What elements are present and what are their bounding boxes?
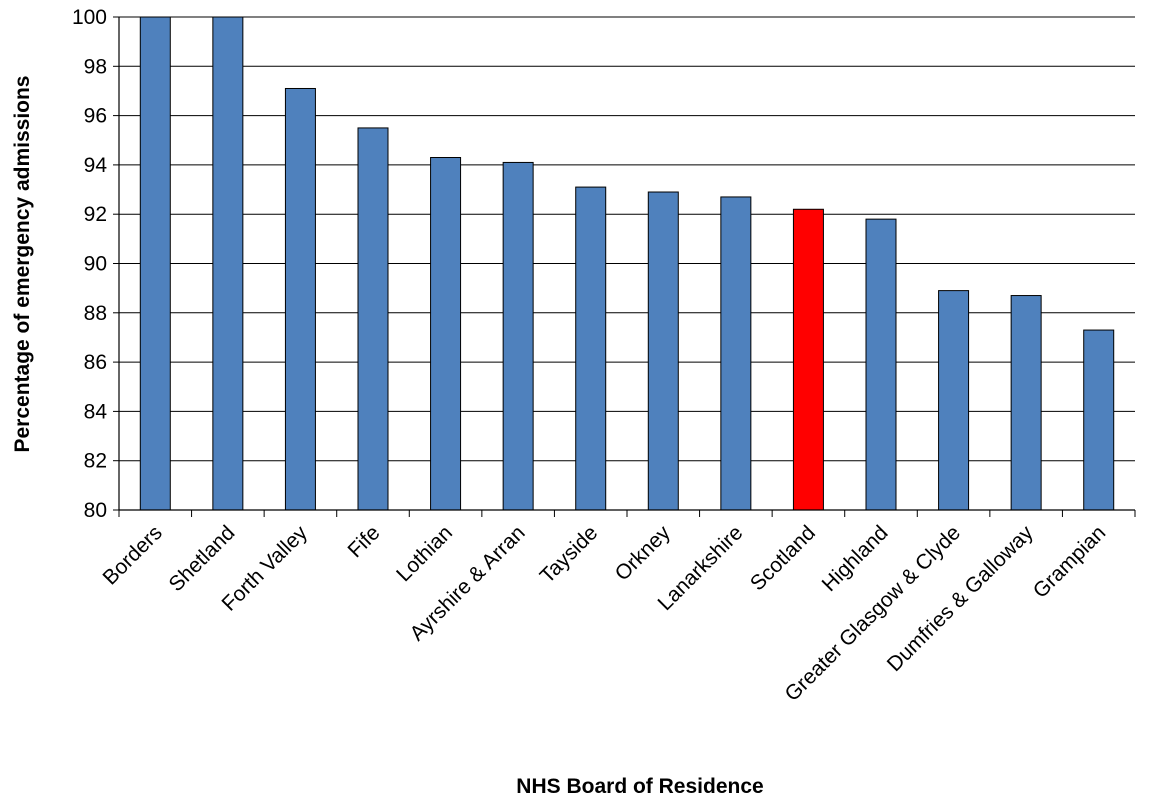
- bar: [575, 186, 607, 511]
- bar: [284, 87, 316, 511]
- bar: [720, 196, 752, 511]
- bar: [792, 208, 824, 511]
- bar: [865, 218, 897, 511]
- y-tick-label: 80: [84, 499, 107, 522]
- bar: [938, 290, 970, 511]
- axes: [118, 17, 1136, 517]
- y-tick-label: 88: [84, 302, 107, 325]
- x-category-label: Dumfries & Galloway: [883, 521, 1038, 676]
- bar: [357, 127, 389, 511]
- bar: [212, 16, 244, 511]
- x-category-label: Fife: [344, 521, 385, 562]
- x-category-label: Tayside: [536, 521, 603, 588]
- x-category-label: Lothian: [392, 521, 457, 586]
- y-tick-label: 96: [84, 105, 107, 128]
- bar: [647, 191, 679, 511]
- y-tick-label: 98: [84, 55, 107, 78]
- x-axis-title: NHS Board of Residence: [516, 775, 763, 798]
- x-category-label: Shetland: [165, 521, 240, 596]
- x-category-label: Borders: [99, 521, 167, 589]
- y-tick-label: 86: [84, 351, 107, 374]
- bar: [430, 157, 462, 511]
- bars: [139, 16, 1115, 511]
- y-tick-label: 84: [84, 400, 108, 423]
- x-category-label: Scotland: [746, 521, 820, 595]
- y-tick-label: 94: [84, 154, 108, 177]
- y-tick-label: 100: [72, 6, 107, 29]
- y-axis-title: Percentage of emergency admissions: [11, 76, 34, 453]
- bar: [139, 16, 171, 511]
- x-category-label: Highland: [818, 521, 893, 596]
- gridlines: [113, 16, 1135, 511]
- bar: [1010, 295, 1042, 511]
- x-category-label: Grampian: [1029, 521, 1110, 602]
- y-tick-label: 90: [84, 253, 107, 276]
- x-category-label: Orkney: [611, 521, 675, 585]
- y-tick-labels: 80 82 84 86 88 90 92 94 96 98 100: [72, 6, 107, 522]
- y-tick-label: 92: [84, 203, 107, 226]
- bar: [1083, 329, 1115, 511]
- y-tick-label: 82: [84, 450, 107, 473]
- bar: [502, 161, 534, 511]
